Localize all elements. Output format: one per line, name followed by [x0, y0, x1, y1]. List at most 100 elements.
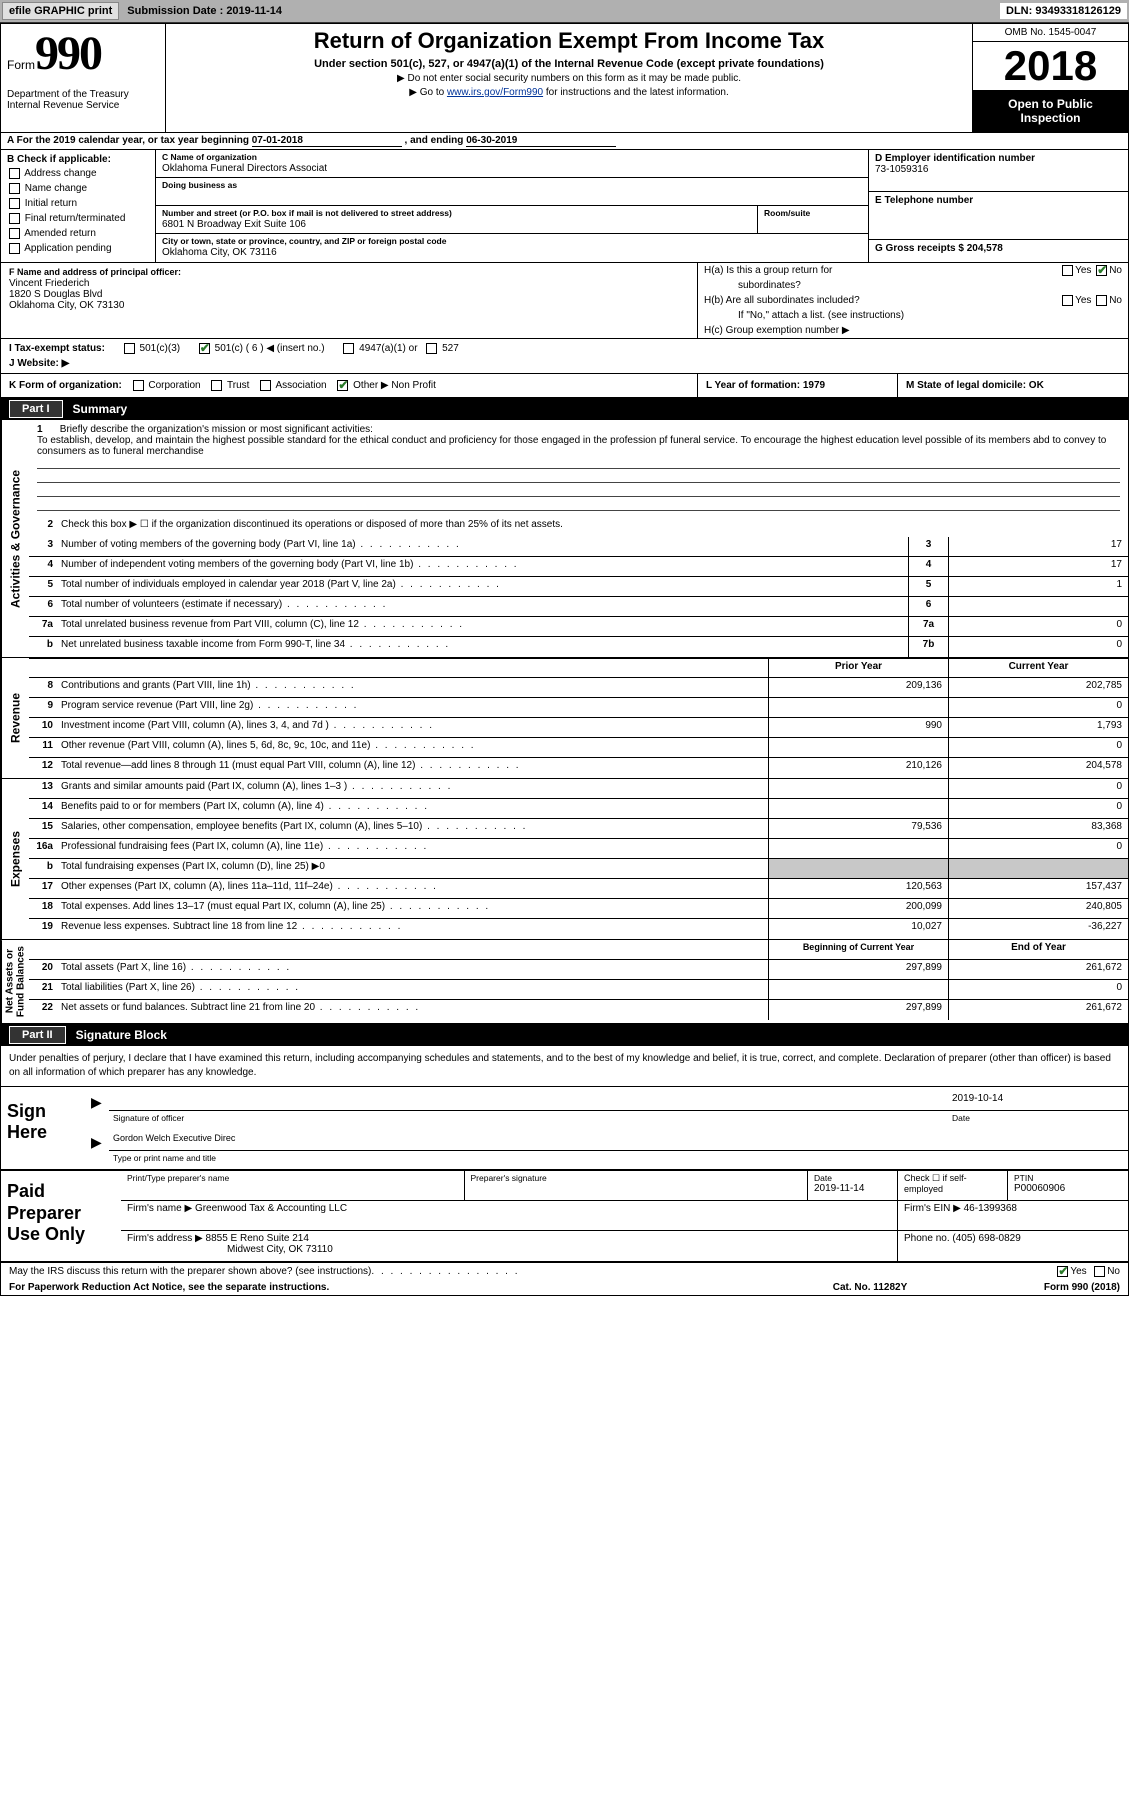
- revenue-line: 8Contributions and grants (Part VIII, li…: [29, 678, 1128, 698]
- discuss-no-checkbox[interactable]: [1094, 1266, 1105, 1277]
- sig-officer-label: Signature of officer: [109, 1113, 948, 1123]
- checkbox-4947[interactable]: [343, 343, 354, 354]
- opt-501c3: 501(c)(3): [140, 343, 181, 354]
- expense-line: 17Other expenses (Part IX, column (A), l…: [29, 879, 1128, 899]
- ein-label: D Employer identification number: [875, 153, 1122, 164]
- label-address-change: Address change: [24, 168, 96, 179]
- prep-label: Paid Preparer Use Only: [1, 1171, 121, 1261]
- firm-name: Greenwood Tax & Accounting LLC: [195, 1203, 347, 1214]
- firm-addr-label: Firm's address ▶: [127, 1233, 203, 1244]
- checkbox-assoc[interactable]: [260, 380, 271, 391]
- checkbox-application-pending[interactable]: [9, 243, 20, 254]
- omb-number: OMB No. 1545-0047: [973, 24, 1128, 42]
- ha-no-checkbox[interactable]: [1096, 265, 1107, 276]
- phone-label: E Telephone number: [875, 195, 1122, 206]
- revenue-section: Revenue Prior Year Current Year 8Contrib…: [1, 658, 1128, 779]
- checkbox-501c[interactable]: [199, 343, 210, 354]
- box-h: H(a) Is this a group return for Yes No s…: [698, 263, 1128, 338]
- officer-addr2: Oklahoma City, OK 73130: [9, 300, 124, 311]
- checkbox-address-change[interactable]: [9, 168, 20, 179]
- efile-graphic-button[interactable]: efile GRAPHIC print: [2, 2, 119, 20]
- submission-date-label: Submission Date : 2019-11-14: [121, 3, 288, 19]
- part1-title: Summary: [73, 402, 128, 416]
- sign-arrow-icon: ▶: [91, 1094, 109, 1111]
- officer-label: F Name and address of principal officer:: [9, 267, 181, 277]
- dln-label: DLN: 93493318126129: [1000, 3, 1127, 19]
- part1-header: Part I Summary: [1, 398, 1128, 420]
- checkbox-other[interactable]: [337, 380, 348, 391]
- cat-no: Cat. No. 11282Y: [780, 1282, 960, 1293]
- ha-yes-checkbox[interactable]: [1062, 265, 1073, 276]
- firm-addr1: 8855 E Reno Suite 214: [206, 1233, 309, 1244]
- sidelabel-na: Net Assets or Fund Balances: [1, 940, 29, 1023]
- identifying-info: B Check if applicable: Address change Na…: [1, 150, 1128, 263]
- hb-note: If "No," attach a list. (see instruction…: [698, 308, 1128, 323]
- org-name: Oklahoma Funeral Directors Associat: [162, 163, 327, 174]
- firm-ein: 46-1399368: [964, 1203, 1017, 1214]
- street-label: Number and street (or P.O. box if mail i…: [162, 208, 452, 218]
- city-value: Oklahoma City, OK 73116: [162, 247, 277, 258]
- checkbox-trust[interactable]: [211, 380, 222, 391]
- checkbox-final-return[interactable]: [9, 213, 20, 224]
- sign-here-block: Sign Here ▶ 2019-10-14 Signature of offi…: [1, 1086, 1128, 1169]
- firm-name-label: Firm's name ▶: [127, 1203, 192, 1214]
- checkbox-initial-return[interactable]: [9, 198, 20, 209]
- discuss-row: May the IRS discuss this return with the…: [1, 1262, 1128, 1280]
- opt-527: 527: [442, 343, 459, 354]
- revenue-line: 12Total revenue—add lines 8 through 11 (…: [29, 758, 1128, 778]
- firm-addr2: Midwest City, OK 73110: [227, 1244, 333, 1255]
- box-f: F Name and address of principal officer:…: [1, 263, 698, 338]
- expense-line: 18Total expenses. Add lines 13–17 (must …: [29, 899, 1128, 919]
- row-a-tax-year: A For the 2019 calendar year, or tax yea…: [1, 133, 1128, 150]
- note-link: ▶ Go to www.irs.gov/Form990 for instruct…: [172, 87, 966, 98]
- firm-phone: (405) 698-0829: [952, 1233, 1020, 1244]
- checkbox-corp[interactable]: [133, 380, 144, 391]
- q1-txt: Briefly describe the organization's miss…: [60, 424, 373, 435]
- ag-line: 7aTotal unrelated business revenue from …: [29, 617, 1128, 637]
- firm-phone-label: Phone no.: [904, 1233, 950, 1244]
- form-label: Form: [7, 59, 35, 72]
- expense-line: 16aProfessional fundraising fees (Part I…: [29, 839, 1128, 859]
- form-990-page: Form 990 Department of the Treasury Inte…: [0, 23, 1129, 1296]
- discuss-yes-checkbox[interactable]: [1057, 1266, 1068, 1277]
- ha-label: H(a) Is this a group return for: [704, 265, 832, 276]
- org-name-label: C Name of organization: [162, 152, 257, 162]
- ag-line: bNet unrelated business taxable income f…: [29, 637, 1128, 657]
- tax-year-begin: 07-01-2018: [252, 135, 402, 147]
- opt-4947: 4947(a)(1) or: [359, 343, 417, 354]
- form-number-block: Form 990: [1, 24, 165, 85]
- declaration-text: Under penalties of perjury, I declare th…: [1, 1046, 1128, 1086]
- row-a-mid: , and ending: [405, 135, 467, 146]
- netassets-section: Net Assets or Fund Balances Beginning of…: [1, 940, 1128, 1024]
- hb-yes-checkbox[interactable]: [1062, 295, 1073, 306]
- officer-addr1: 1820 S Douglas Blvd: [9, 289, 102, 300]
- row-i-label: I Tax-exempt status:: [9, 343, 105, 354]
- form-header: Form 990 Department of the Treasury Inte…: [1, 24, 1128, 133]
- open-to-public-label: Open to Public Inspection: [973, 91, 1128, 132]
- status-website-block: I Tax-exempt status: 501(c)(3) 501(c) ( …: [1, 339, 1128, 374]
- room-label: Room/suite: [764, 208, 810, 218]
- ag-line: 2Check this box ▶ ☐ if the organization …: [29, 517, 1128, 537]
- form-subtitle: Under section 501(c), 527, or 4947(a)(1)…: [172, 58, 966, 70]
- mission-block: 1 Briefly describe the organization's mi…: [29, 420, 1128, 517]
- activities-governance: Activities & Governance 1 Briefly descri…: [1, 420, 1128, 658]
- checkbox-name-change[interactable]: [9, 183, 20, 194]
- q1-mission: To establish, develop, and maintain the …: [37, 435, 1106, 457]
- prep-name-label: Print/Type preparer's name: [127, 1173, 458, 1183]
- ha-sub-label: subordinates?: [698, 278, 1128, 293]
- checkbox-amended-return[interactable]: [9, 228, 20, 239]
- box-c: C Name of organization Oklahoma Funeral …: [156, 150, 868, 262]
- sign-arrow-icon-2: ▶: [91, 1134, 109, 1151]
- expense-line: 19Revenue less expenses. Subtract line 1…: [29, 919, 1128, 939]
- efile-toolbar: efile GRAPHIC print Submission Date : 20…: [0, 0, 1129, 23]
- q1-num: 1: [37, 424, 57, 435]
- ag-line: 5Total number of individuals employed in…: [29, 577, 1128, 597]
- hb-no-checkbox[interactable]: [1096, 295, 1107, 306]
- prep-sig-label: Preparer's signature: [471, 1173, 802, 1183]
- signature-field[interactable]: [109, 1091, 948, 1111]
- checkbox-527[interactable]: [426, 343, 437, 354]
- py-header: Prior Year: [768, 659, 948, 677]
- checkbox-501c3[interactable]: [124, 343, 135, 354]
- irs-link[interactable]: www.irs.gov/Form990: [447, 87, 543, 98]
- ptin-value: P00060906: [1014, 1183, 1065, 1194]
